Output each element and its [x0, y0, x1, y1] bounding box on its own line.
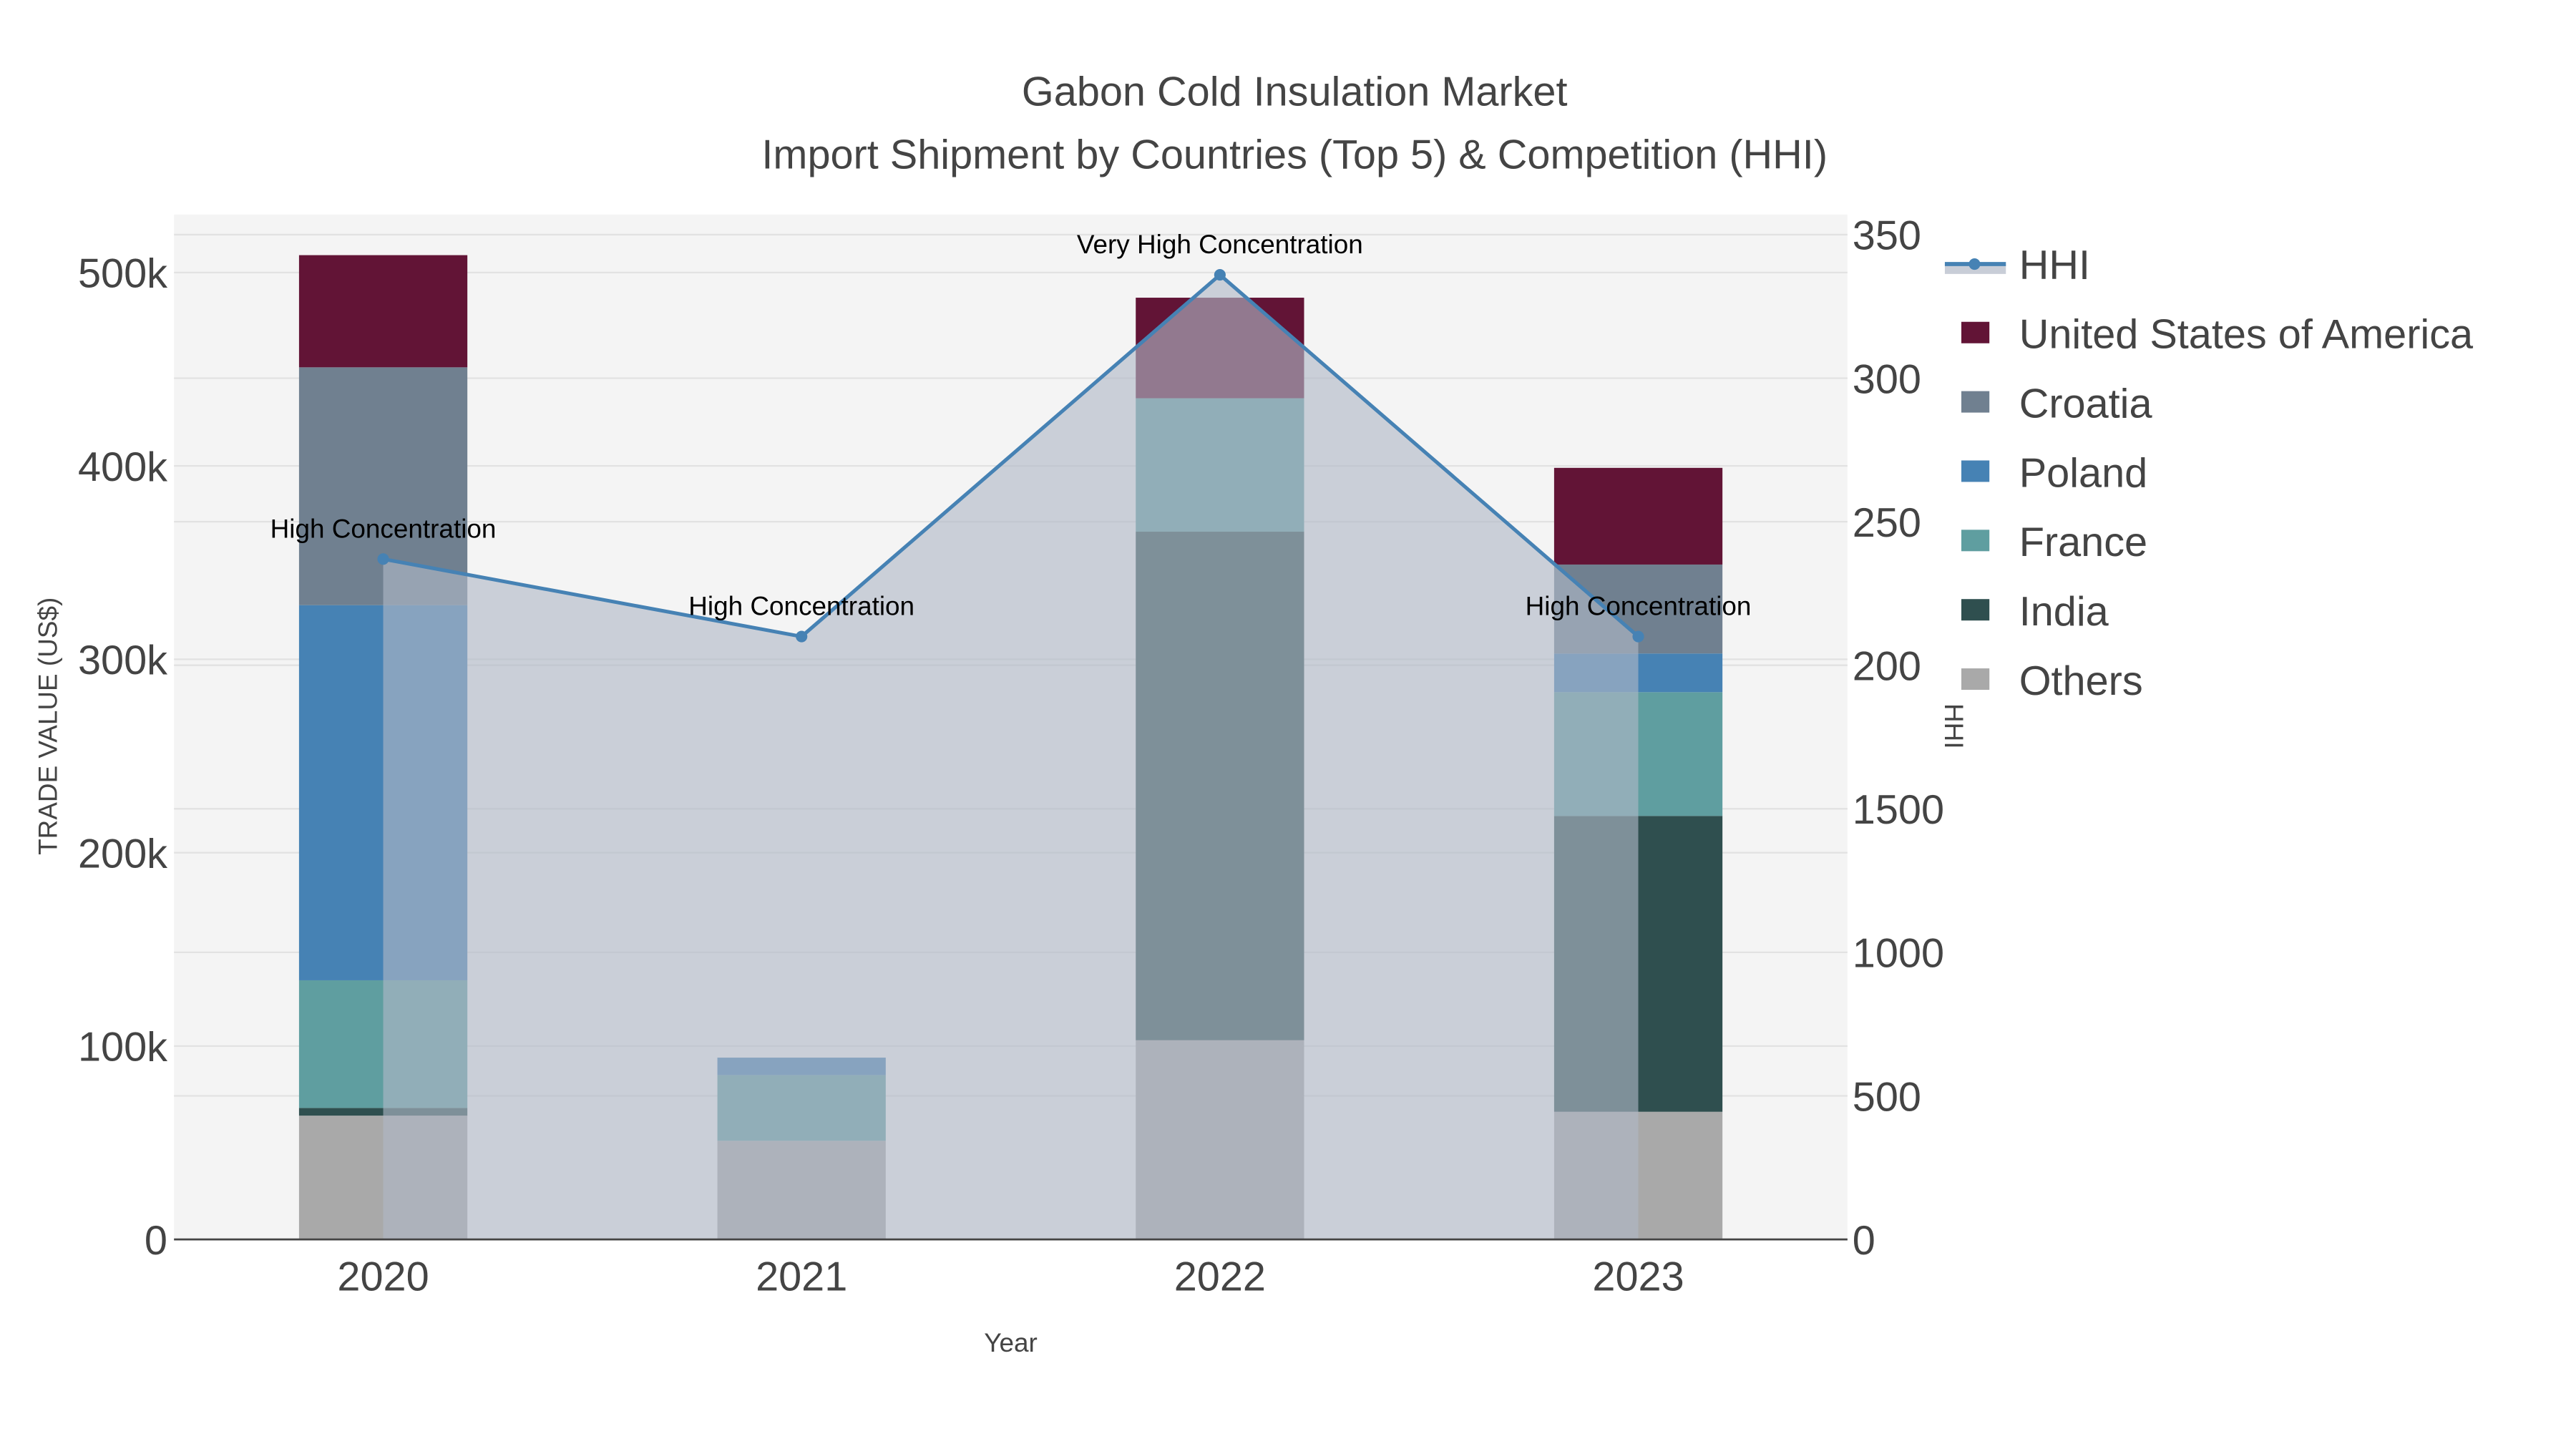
- y-axis-ticks: 0 100k 200k 300k 400k 500k: [78, 251, 167, 1264]
- y-tick-label: 0: [145, 1218, 167, 1264]
- x-axis-ticks: 2020 2021 2022 2023: [337, 1254, 1684, 1300]
- legend-label: India: [2019, 589, 2109, 635]
- y-tick-label: 500k: [78, 251, 167, 297]
- legend-label: Croatia: [2019, 381, 2153, 427]
- legend-swatch: [1961, 530, 1990, 552]
- legend-label: United States of America: [2019, 312, 2474, 358]
- y2-tick-label: 1500: [1853, 787, 1944, 833]
- x-tick-label: 2022: [1174, 1254, 1266, 1300]
- hhi-point: [377, 553, 389, 565]
- y2-tick-label: 500: [1853, 1074, 1921, 1120]
- legend-swatch: [1961, 460, 1990, 482]
- y2-tick-label: 300: [1853, 356, 1921, 402]
- hhi-annotation: High Concentration: [688, 592, 914, 621]
- y2-tick-label: 0: [1853, 1218, 1875, 1264]
- legend-swatch: [1961, 321, 1990, 343]
- y2-tick-label: 1000: [1853, 931, 1944, 977]
- y-tick-label: 200k: [78, 831, 167, 877]
- hhi-area: [383, 275, 1639, 1240]
- hhi-annotation: High Concentration: [1526, 592, 1752, 621]
- bar-segment-united-states-of-america: [298, 255, 468, 368]
- x-tick-label: 2023: [1592, 1254, 1684, 1300]
- legend: HHI United States of America Croatia Poland…: [1944, 243, 2474, 704]
- y-tick-label: 100k: [78, 1025, 167, 1070]
- y-axis-title: TRADE VALUE (US$): [33, 597, 62, 855]
- legend-label: Poland: [2019, 450, 2147, 496]
- hhi-line: [383, 272, 1640, 639]
- legend-label: Others: [2019, 658, 2143, 704]
- x-tick-label: 2021: [756, 1254, 847, 1300]
- y2-axis-title: HHI: [1939, 703, 1968, 749]
- chart-title: Gabon Cold Insulation Market: [1022, 69, 1568, 115]
- legend-label-hhi: HHI: [2019, 243, 2090, 288]
- y2-tick-label: 250: [1853, 500, 1921, 546]
- y-tick-label: 300k: [78, 638, 167, 683]
- hhi-point: [1632, 630, 1644, 643]
- legend-swatch: [1961, 599, 1990, 621]
- hhi-annotation: High Concentration: [270, 514, 497, 543]
- x-tick-label: 2020: [337, 1254, 429, 1300]
- legend-swatch: [1961, 391, 1990, 413]
- x-axis-title: Year: [984, 1328, 1038, 1357]
- hhi-point: [796, 630, 808, 643]
- bar-segment-united-states-of-america: [1553, 467, 1723, 565]
- legend-swatch: [1961, 668, 1990, 691]
- legend-label: France: [2019, 519, 2147, 565]
- y2-axis-ticks: 0 500 1000 1500 200 250 300 350: [1853, 213, 1944, 1264]
- hhi-annotation: Very High Concentration: [1077, 230, 1363, 259]
- y-tick-label: 400k: [78, 444, 167, 490]
- y2-tick-label: 200: [1853, 643, 1921, 689]
- hhi-layer: High Concentration High Concentration Very…: [270, 230, 1752, 1240]
- chart-subtitle: Import Shipment by Countries (Top 5) & C…: [761, 132, 1828, 177]
- hhi-point: [1214, 269, 1226, 281]
- legend-swatch-hhi-marker: [1968, 258, 1981, 270]
- y2-tick-label: 350: [1853, 213, 1921, 259]
